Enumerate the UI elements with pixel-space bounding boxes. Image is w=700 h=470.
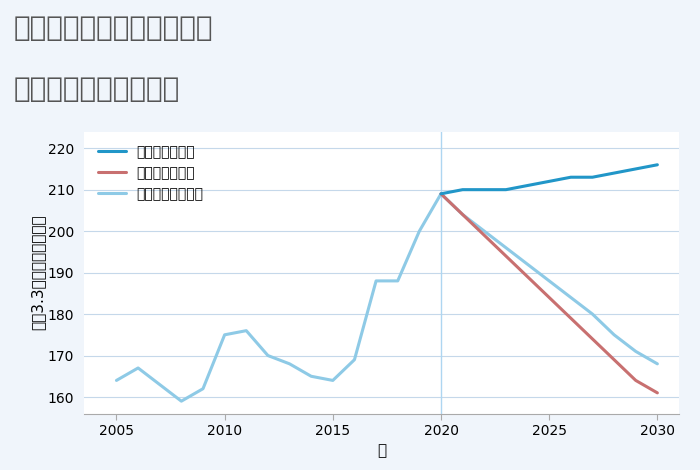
Legend: グッドシナリオ, バッドシナリオ, ノーマルシナリオ: グッドシナリオ, バッドシナリオ, ノーマルシナリオ	[91, 139, 211, 208]
ノーマルシナリオ	[220, 332, 229, 337]
ノーマルシナリオ	[588, 311, 596, 317]
ノーマルシナリオ	[393, 278, 402, 284]
ノーマルシナリオ	[458, 212, 467, 217]
ノーマルシナリオ	[502, 245, 510, 251]
グッドシナリオ	[653, 162, 662, 168]
グッドシナリオ	[545, 179, 554, 184]
ノーマルシナリオ	[372, 278, 380, 284]
ノーマルシナリオ	[134, 365, 142, 371]
Line: バッドシナリオ: バッドシナリオ	[441, 194, 657, 393]
グッドシナリオ	[480, 187, 489, 193]
ノーマルシナリオ	[524, 261, 532, 267]
グッドシナリオ	[437, 191, 445, 196]
グッドシナリオ	[631, 166, 640, 172]
バッドシナリオ	[631, 377, 640, 383]
ノーマルシナリオ	[286, 361, 294, 367]
バッドシナリオ	[458, 212, 467, 217]
バッドシナリオ	[524, 274, 532, 280]
バッドシナリオ	[480, 233, 489, 238]
バッドシナリオ	[437, 191, 445, 196]
ノーマルシナリオ	[264, 352, 272, 358]
グッドシナリオ	[610, 170, 618, 176]
バッドシナリオ	[588, 336, 596, 342]
バッドシナリオ	[610, 357, 618, 362]
バッドシナリオ	[502, 253, 510, 259]
Text: 東京都板橋区大谷口北町の: 東京都板橋区大谷口北町の	[14, 14, 213, 42]
ノーマルシナリオ	[199, 386, 207, 392]
グッドシナリオ	[524, 183, 532, 188]
Text: 中古戸建ての価格推移: 中古戸建ての価格推移	[14, 75, 181, 103]
ノーマルシナリオ	[566, 295, 575, 300]
X-axis label: 年: 年	[377, 444, 386, 459]
ノーマルシナリオ	[307, 374, 316, 379]
ノーマルシナリオ	[437, 191, 445, 196]
ノーマルシナリオ	[242, 328, 251, 334]
ノーマルシナリオ	[177, 399, 186, 404]
ノーマルシナリオ	[480, 228, 489, 234]
Line: グッドシナリオ: グッドシナリオ	[441, 165, 657, 194]
ノーマルシナリオ	[328, 377, 337, 383]
ノーマルシナリオ	[112, 377, 120, 383]
ノーマルシナリオ	[545, 278, 554, 284]
ノーマルシナリオ	[415, 228, 424, 234]
バッドシナリオ	[545, 295, 554, 300]
グッドシナリオ	[566, 174, 575, 180]
ノーマルシナリオ	[155, 382, 164, 387]
Y-axis label: 平（3.3㎡）単価（万円）: 平（3.3㎡）単価（万円）	[30, 215, 45, 330]
Line: ノーマルシナリオ: ノーマルシナリオ	[116, 194, 657, 401]
バッドシナリオ	[653, 390, 662, 396]
ノーマルシナリオ	[653, 361, 662, 367]
グッドシナリオ	[588, 174, 596, 180]
ノーマルシナリオ	[350, 357, 358, 362]
グッドシナリオ	[502, 187, 510, 193]
ノーマルシナリオ	[610, 332, 618, 337]
グッドシナリオ	[458, 187, 467, 193]
バッドシナリオ	[566, 315, 575, 321]
ノーマルシナリオ	[631, 349, 640, 354]
